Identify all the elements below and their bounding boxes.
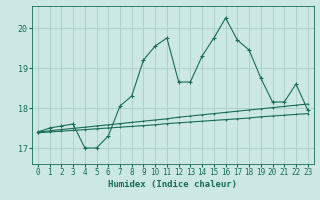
X-axis label: Humidex (Indice chaleur): Humidex (Indice chaleur) — [108, 180, 237, 189]
